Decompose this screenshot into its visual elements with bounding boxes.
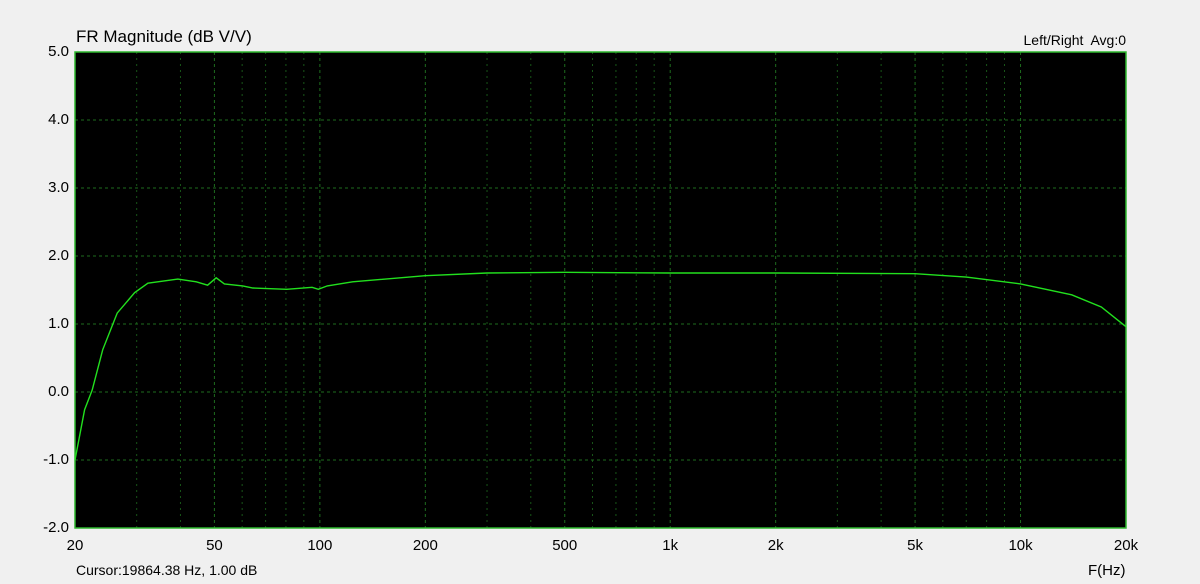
- legend-text: Left/Right Avg:0: [1023, 32, 1126, 48]
- x-tick-label: 10k: [1008, 537, 1033, 554]
- x-tick-label: 200: [412, 537, 438, 554]
- cursor-readout: Cursor:19864.38 Hz, 1.00 dB: [76, 562, 258, 578]
- y-tick-label: -1.0: [43, 451, 69, 468]
- y-tick-label: 1.0: [48, 315, 69, 332]
- x-tick-label: 1k: [662, 537, 679, 554]
- y-tick-label: 5.0: [48, 43, 69, 60]
- y-tick-label: 3.0: [48, 179, 69, 196]
- x-tick-label: 20k: [1113, 537, 1139, 554]
- plot-background: [75, 52, 1126, 528]
- chart-title: FR Magnitude (dB V/V): [76, 27, 252, 46]
- x-tick-label: 50: [206, 537, 223, 554]
- x-tick-label: 500: [552, 537, 578, 554]
- x-tick-label: 2k: [767, 537, 784, 554]
- y-tick-label: -2.0: [43, 519, 69, 536]
- y-tick-label: 2.0: [48, 247, 69, 264]
- x-axis-label: F(Hz): [1088, 562, 1126, 579]
- series-line: [74, 271, 1127, 461]
- plot-border: [74, 51, 1127, 529]
- x-tick-label: 5k: [907, 537, 923, 554]
- x-tick-label: 100: [307, 537, 333, 554]
- y-tick-label: 0.0: [48, 383, 69, 400]
- y-tick-label: 4.0: [48, 111, 69, 128]
- x-tick-label: 20: [66, 537, 84, 554]
